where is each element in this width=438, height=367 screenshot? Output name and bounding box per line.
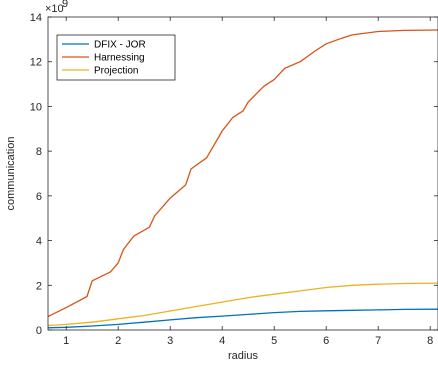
legend-label-2: Harnessing (94, 53, 145, 64)
y-tick-label: 2 (36, 280, 42, 292)
y-tick-label: 12 (30, 57, 42, 69)
x-tick-label: 6 (323, 335, 329, 347)
y-tick-label: 6 (36, 191, 42, 203)
y-axis-label: communication (5, 137, 17, 211)
x-tick-label: 5 (271, 335, 277, 347)
y-axis-exponent-base: ×10 (45, 3, 64, 15)
legend-label-1: DFIX - JOR (94, 40, 146, 51)
x-tick-label: 3 (167, 335, 173, 347)
axes-box (47, 16, 438, 331)
x-tick-label: 2 (115, 335, 121, 347)
series-line-2 (47, 29, 438, 318)
y-tick-label: 8 (36, 146, 42, 158)
series-line-1 (47, 308, 438, 329)
series-line-3 (47, 282, 438, 327)
series-layer (47, 29, 438, 329)
x-tick-label: 7 (375, 335, 381, 347)
y-tick-label: 10 (30, 101, 42, 113)
x-tick-label: 8 (427, 335, 433, 347)
y-tick-label: 4 (36, 236, 42, 248)
x-tick-label: 4 (219, 335, 225, 347)
legend: DFIX - JOR Harnessing Projection (56, 34, 176, 81)
x-tick-label: 1 (63, 335, 69, 347)
x-axis-label: radius (228, 350, 258, 362)
y-tick-label: 0 (36, 325, 42, 337)
y-axis-exponent-power: 9 (62, 0, 68, 10)
legend-label-3: Projection (94, 66, 138, 77)
y-tick-label: 14 (30, 12, 42, 24)
